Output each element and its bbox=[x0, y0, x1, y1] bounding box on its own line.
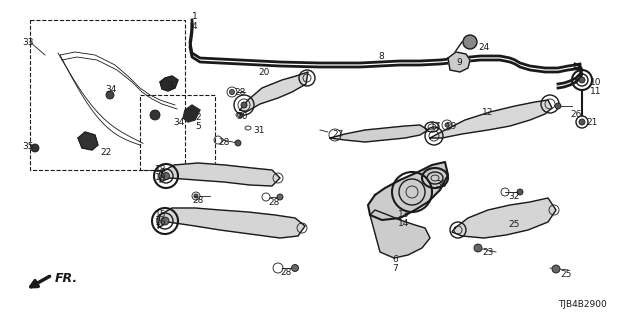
Circle shape bbox=[517, 189, 523, 195]
Text: 6: 6 bbox=[392, 255, 397, 264]
Text: 1: 1 bbox=[192, 12, 198, 21]
Circle shape bbox=[230, 90, 234, 94]
Text: 10: 10 bbox=[590, 78, 602, 87]
Circle shape bbox=[31, 144, 39, 152]
Polygon shape bbox=[158, 208, 305, 238]
Text: 26: 26 bbox=[570, 110, 581, 119]
Text: 25: 25 bbox=[508, 220, 520, 229]
Text: 4: 4 bbox=[192, 22, 198, 31]
Circle shape bbox=[241, 102, 247, 108]
Text: 28: 28 bbox=[192, 196, 204, 205]
Text: 32: 32 bbox=[508, 192, 520, 201]
Circle shape bbox=[291, 265, 298, 271]
Polygon shape bbox=[330, 125, 428, 142]
Text: 5: 5 bbox=[195, 122, 201, 131]
Polygon shape bbox=[452, 198, 556, 238]
Circle shape bbox=[106, 91, 114, 99]
Text: 12: 12 bbox=[482, 108, 493, 117]
Text: 18: 18 bbox=[155, 165, 166, 174]
Text: 30: 30 bbox=[236, 112, 248, 121]
Polygon shape bbox=[160, 76, 178, 91]
Text: 34: 34 bbox=[105, 85, 116, 94]
Text: 34: 34 bbox=[173, 118, 184, 127]
Text: 28: 28 bbox=[218, 138, 229, 147]
Text: 28: 28 bbox=[234, 88, 245, 97]
Circle shape bbox=[552, 265, 560, 273]
Text: 33: 33 bbox=[22, 38, 33, 47]
Polygon shape bbox=[448, 52, 470, 72]
Circle shape bbox=[555, 103, 561, 109]
Circle shape bbox=[161, 217, 169, 225]
Circle shape bbox=[463, 35, 477, 49]
Polygon shape bbox=[160, 163, 280, 186]
Text: 7: 7 bbox=[392, 264, 397, 273]
Text: 31: 31 bbox=[253, 126, 264, 135]
Circle shape bbox=[474, 244, 482, 252]
Text: 15: 15 bbox=[155, 210, 166, 219]
Text: 8: 8 bbox=[378, 52, 384, 61]
Text: 28: 28 bbox=[268, 198, 280, 207]
Text: 36: 36 bbox=[435, 180, 447, 189]
Text: 14: 14 bbox=[398, 219, 410, 228]
Circle shape bbox=[235, 140, 241, 146]
Text: 19: 19 bbox=[155, 173, 166, 182]
Text: 11: 11 bbox=[590, 87, 602, 96]
Text: 22: 22 bbox=[100, 148, 111, 157]
Polygon shape bbox=[240, 72, 308, 112]
Bar bbox=[140, 95, 215, 170]
Text: 16: 16 bbox=[155, 218, 166, 227]
Text: 28: 28 bbox=[280, 268, 291, 277]
Text: 9: 9 bbox=[456, 58, 461, 67]
Circle shape bbox=[579, 119, 585, 125]
Bar bbox=[30, 20, 185, 170]
Text: 25: 25 bbox=[560, 270, 572, 279]
Polygon shape bbox=[183, 105, 200, 122]
Circle shape bbox=[277, 194, 283, 200]
Text: 23: 23 bbox=[482, 248, 493, 257]
Polygon shape bbox=[78, 132, 98, 150]
Text: TJB4B2900: TJB4B2900 bbox=[558, 300, 607, 309]
Text: 27: 27 bbox=[332, 130, 344, 139]
Text: 20: 20 bbox=[258, 68, 269, 77]
Polygon shape bbox=[370, 210, 430, 258]
Text: 21: 21 bbox=[586, 118, 597, 127]
Polygon shape bbox=[368, 162, 448, 220]
Circle shape bbox=[445, 123, 449, 127]
Polygon shape bbox=[430, 100, 552, 138]
Text: 2: 2 bbox=[195, 113, 200, 122]
Text: 29: 29 bbox=[445, 122, 456, 131]
Text: 3: 3 bbox=[167, 82, 173, 91]
Text: 24: 24 bbox=[478, 43, 489, 52]
Text: 13: 13 bbox=[398, 210, 410, 219]
Circle shape bbox=[150, 110, 160, 120]
Circle shape bbox=[163, 172, 170, 180]
Text: FR.: FR. bbox=[55, 271, 78, 284]
Circle shape bbox=[194, 194, 198, 198]
Text: 17: 17 bbox=[430, 122, 442, 131]
Circle shape bbox=[579, 77, 585, 83]
Text: 35: 35 bbox=[22, 142, 33, 151]
